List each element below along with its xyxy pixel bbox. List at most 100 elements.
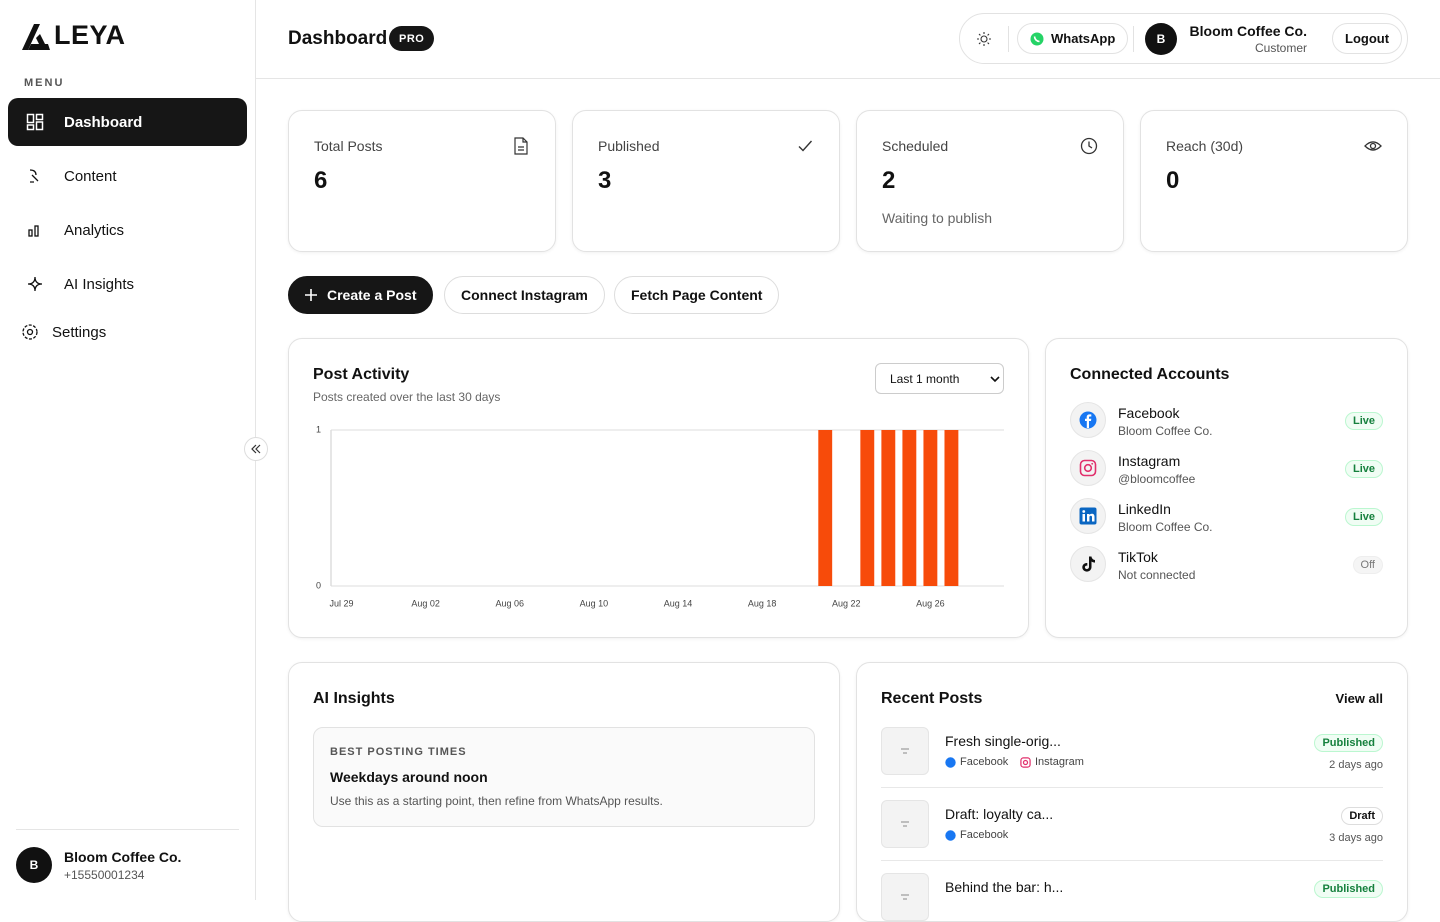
nav-label: Analytics: [64, 221, 125, 239]
post-thumbnail: [881, 800, 929, 848]
platform-label: Facebook: [960, 829, 1009, 841]
x-tick-label: Aug 14: [664, 598, 693, 608]
accounts-card: [1045, 338, 1408, 638]
avatar: B: [16, 847, 52, 883]
account-name: TikTok: [1118, 549, 1158, 565]
thumb-icon: [901, 748, 909, 754]
post-thumbnail: [881, 873, 929, 921]
whatsapp-button[interactable]: WhatsApp: [1017, 23, 1129, 54]
nav-item[interactable]: AI Insights: [8, 260, 247, 308]
button-label: Connect Instagram: [461, 287, 588, 303]
instagram-icon: [1020, 756, 1031, 768]
linkedin-icon: [1079, 507, 1097, 525]
x-tick-label: Aug 02: [411, 598, 440, 608]
stat-card: Total Posts 6: [288, 110, 556, 252]
thumb-icon: [901, 894, 909, 900]
insight-kicker: BEST POSTING TIMES: [330, 746, 467, 758]
nav-item[interactable]: Content: [8, 152, 247, 200]
nav-icon: [27, 276, 43, 292]
plus-icon: [305, 289, 317, 301]
whatsapp-label: WhatsApp: [1051, 31, 1116, 46]
insight-box: [313, 727, 815, 827]
collapse-button[interactable]: [244, 437, 268, 461]
post-time: 2 days ago: [1329, 759, 1383, 771]
nav-label: Dashboard: [64, 113, 143, 131]
bar: [902, 430, 917, 586]
platform-label: Instagram: [1035, 756, 1084, 768]
bar: [860, 430, 875, 586]
account-icon: [1070, 498, 1106, 534]
post-thumbnail: [881, 727, 929, 775]
range-label: Last 1 month: [890, 371, 960, 386]
stat-card: Scheduled 2 Waiting to publish: [856, 110, 1124, 252]
theme-toggle[interactable]: [976, 31, 992, 47]
x-tick-label: Aug 26: [916, 598, 945, 608]
stat-label: Reach (30d): [1166, 138, 1244, 154]
facebook-icon: [1079, 411, 1097, 429]
chevron: [990, 376, 1000, 383]
account-detail: @bloomcoffee: [1118, 472, 1196, 486]
status-badge: Published: [1314, 880, 1383, 898]
fetch-content-button[interactable]: Fetch Page Content: [614, 276, 780, 314]
collapse-icon: [251, 444, 261, 454]
stat-card: Published 3: [572, 110, 840, 252]
card-title: Post Activity: [313, 366, 410, 383]
status-badge: Live: [1344, 460, 1383, 478]
chart: 0 1 Jul 29 Aug 02 Aug 06 Aug 10 Aug 14 Aug 18 Au…: [316, 424, 1004, 608]
stat-label: Published: [598, 138, 660, 154]
create-post-button[interactable]: Create a Post: [288, 276, 434, 314]
logout-label: Logout: [1345, 31, 1390, 46]
button-label: Create a Post: [327, 287, 417, 303]
header-box: [959, 13, 1408, 64]
view-all-link[interactable]: View all: [1335, 691, 1383, 706]
stat-label: Scheduled: [882, 138, 949, 154]
x-tick-label: Aug 06: [496, 598, 525, 608]
account-icon: [1070, 402, 1106, 438]
nav-icon: [29, 169, 39, 183]
nav-item[interactable]: Dashboard: [8, 98, 247, 146]
logout-button[interactable]: Logout: [1332, 23, 1403, 54]
x-tick-label: Aug 10: [580, 598, 609, 608]
nav-label: Settings: [52, 323, 107, 341]
stat-card: Reach (30d) 0: [1140, 110, 1408, 252]
facebook-icon: [945, 756, 956, 768]
nav-icon: [26, 113, 44, 131]
range-select[interactable]: Last 1 month: [875, 363, 1004, 394]
account-name: LinkedIn: [1118, 501, 1171, 517]
platform-label: Facebook: [960, 756, 1009, 768]
instagram-icon: [1079, 459, 1097, 477]
nav-item[interactable]: Settings: [0, 308, 239, 356]
recent-posts-card: [856, 662, 1408, 922]
bar: [944, 430, 959, 586]
account-detail: Not connected: [1118, 568, 1196, 582]
connect-instagram-button[interactable]: Connect Instagram: [444, 276, 605, 314]
bar: [923, 430, 938, 586]
status-badge: Published: [1314, 734, 1383, 752]
nav-icon: [28, 225, 39, 237]
nav-label: AI Insights: [64, 275, 135, 293]
x-tick-label: Aug 22: [832, 598, 861, 608]
divider: [881, 860, 1383, 861]
status-badge: Off: [1352, 556, 1383, 574]
stat-value: 0: [1166, 167, 1180, 194]
post-title: Behind the bar: h...: [945, 879, 1064, 895]
account-icon: [1070, 546, 1106, 582]
nav-label: Content: [64, 167, 117, 185]
tiktok-icon: [1082, 556, 1095, 572]
post-platform: Facebook: [945, 756, 1008, 768]
post-title: Fresh single-orig...: [945, 733, 1061, 749]
user-phone: +15550001234: [64, 868, 145, 882]
header: [256, 0, 1440, 79]
post-platform: Instagram: [1020, 756, 1084, 768]
plan-badge: PRO: [389, 26, 435, 51]
divider: [1008, 26, 1009, 52]
stat-value: 2: [882, 167, 896, 194]
y-tick-label: 1: [316, 424, 321, 434]
account-name: Facebook: [1118, 405, 1180, 421]
y-tick-label: 0: [316, 580, 321, 590]
nav-item[interactable]: Analytics: [8, 206, 247, 254]
user-name: Bloom Coffee Co.: [64, 849, 182, 865]
card-subtitle: Posts created over the last 30 days: [313, 390, 501, 404]
x-tick-label: Jul 29: [330, 598, 354, 608]
